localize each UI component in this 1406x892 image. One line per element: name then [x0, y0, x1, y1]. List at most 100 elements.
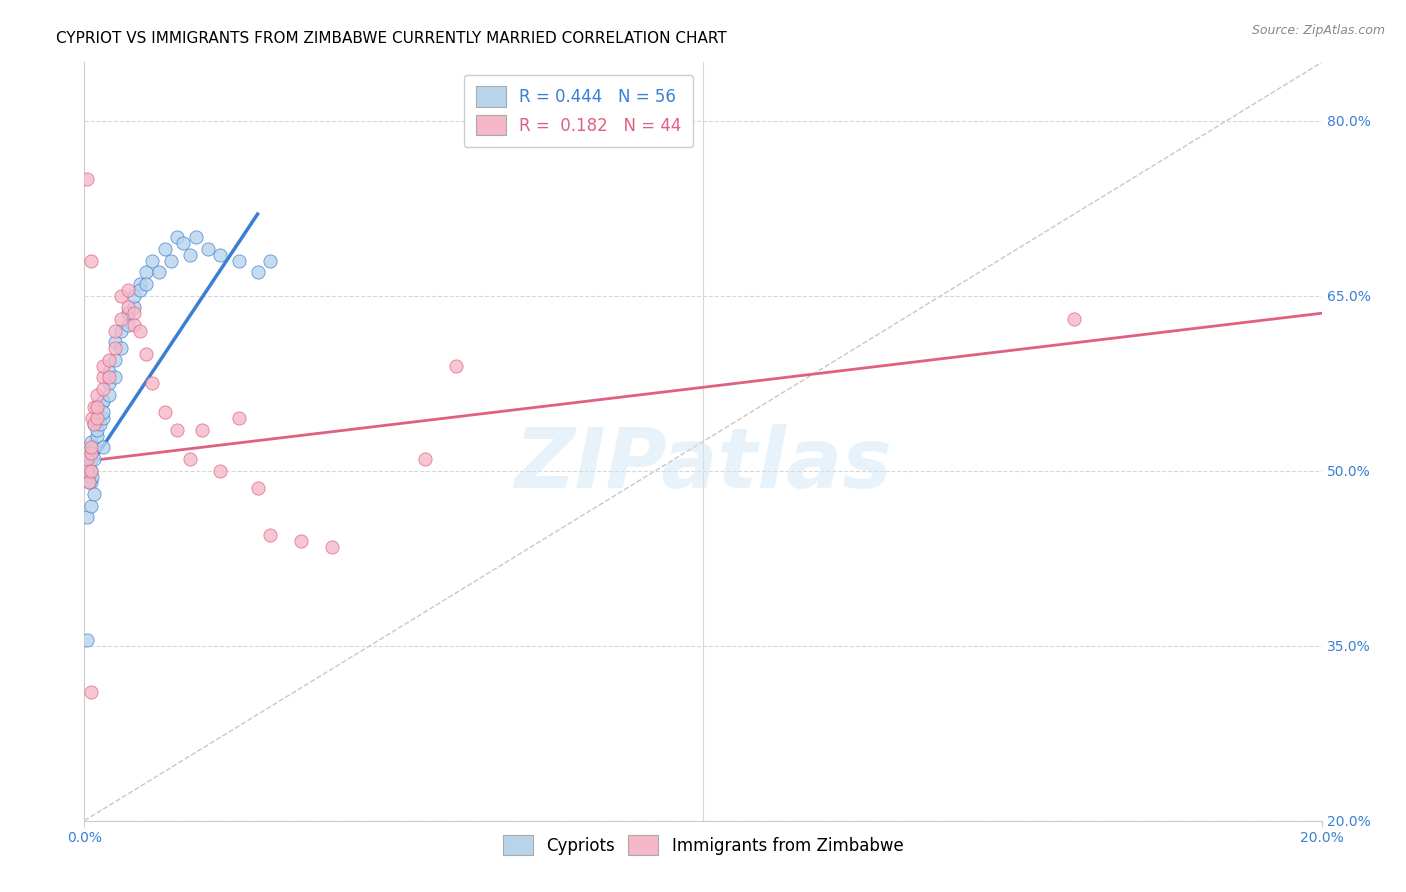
Y-axis label: Currently Married: Currently Married — [0, 381, 7, 502]
Point — [76, 172, 98, 186]
Point — [79, 458, 101, 472]
Point — [98, 370, 121, 384]
Point — [1063, 312, 1085, 326]
Point — [98, 352, 121, 367]
Point — [104, 370, 127, 384]
Point — [79, 475, 101, 490]
Point — [79, 464, 101, 478]
Point — [86, 411, 108, 425]
Point — [135, 265, 157, 279]
Point — [191, 423, 214, 437]
Point — [83, 487, 105, 501]
Point — [110, 289, 132, 303]
Point — [80, 469, 103, 483]
Point — [197, 242, 219, 256]
Point — [89, 417, 111, 431]
Point — [444, 359, 467, 373]
Point — [98, 388, 121, 402]
Point — [110, 324, 132, 338]
Point — [413, 452, 436, 467]
Point — [91, 370, 114, 384]
Point — [110, 312, 132, 326]
Point — [141, 376, 163, 391]
Point — [76, 446, 98, 460]
Point — [259, 253, 281, 268]
Point — [76, 464, 98, 478]
Point — [86, 411, 108, 425]
Point — [122, 289, 145, 303]
Point — [79, 452, 101, 467]
Point — [129, 283, 152, 297]
Text: Source: ZipAtlas.com: Source: ZipAtlas.com — [1251, 24, 1385, 37]
Point — [79, 253, 101, 268]
Point — [117, 306, 139, 320]
Point — [91, 405, 114, 419]
Point — [91, 382, 114, 396]
Point — [79, 685, 101, 699]
Point — [129, 324, 152, 338]
Point — [228, 411, 250, 425]
Point — [79, 499, 101, 513]
Point — [86, 428, 108, 442]
Point — [79, 434, 101, 449]
Point — [86, 388, 108, 402]
Point — [83, 452, 105, 467]
Point — [104, 324, 127, 338]
Point — [259, 528, 281, 542]
Point — [148, 265, 170, 279]
Point — [153, 405, 176, 419]
Point — [79, 464, 101, 478]
Point — [104, 352, 127, 367]
Point — [79, 475, 101, 490]
Point — [228, 253, 250, 268]
Point — [179, 452, 201, 467]
Point — [246, 481, 269, 495]
Point — [83, 417, 105, 431]
Point — [79, 446, 101, 460]
Point — [83, 441, 105, 455]
Point — [98, 376, 121, 391]
Point — [79, 441, 101, 455]
Point — [89, 411, 111, 425]
Point — [122, 318, 145, 332]
Point — [209, 248, 232, 262]
Point — [83, 400, 105, 414]
Point — [91, 441, 114, 455]
Point — [153, 242, 176, 256]
Point — [129, 277, 152, 291]
Point — [91, 393, 114, 408]
Point — [76, 632, 98, 647]
Point — [91, 411, 114, 425]
Point — [166, 230, 188, 244]
Point — [80, 411, 103, 425]
Point — [122, 306, 145, 320]
Point — [172, 236, 194, 251]
Point — [135, 277, 157, 291]
Point — [117, 318, 139, 332]
Point — [179, 248, 201, 262]
Point — [76, 464, 98, 478]
Point — [76, 510, 98, 524]
Text: ZIPatlas: ZIPatlas — [515, 424, 891, 505]
Point — [184, 230, 207, 244]
Point — [141, 253, 163, 268]
Point — [86, 400, 108, 414]
Point — [86, 400, 108, 414]
Point — [246, 265, 269, 279]
Point — [135, 347, 157, 361]
Point — [160, 253, 183, 268]
Point — [104, 341, 127, 355]
Point — [91, 359, 114, 373]
Point — [122, 301, 145, 315]
Point — [166, 423, 188, 437]
Text: CYPRIOT VS IMMIGRANTS FROM ZIMBABWE CURRENTLY MARRIED CORRELATION CHART: CYPRIOT VS IMMIGRANTS FROM ZIMBABWE CURR… — [56, 31, 727, 46]
Legend: Cypriots, Immigrants from Zimbabwe: Cypriots, Immigrants from Zimbabwe — [492, 825, 914, 865]
Point — [104, 335, 127, 350]
Point — [79, 475, 101, 490]
Point — [83, 417, 105, 431]
Point — [91, 393, 114, 408]
Point — [76, 452, 98, 467]
Point — [110, 341, 132, 355]
Point — [117, 283, 139, 297]
Point — [86, 423, 108, 437]
